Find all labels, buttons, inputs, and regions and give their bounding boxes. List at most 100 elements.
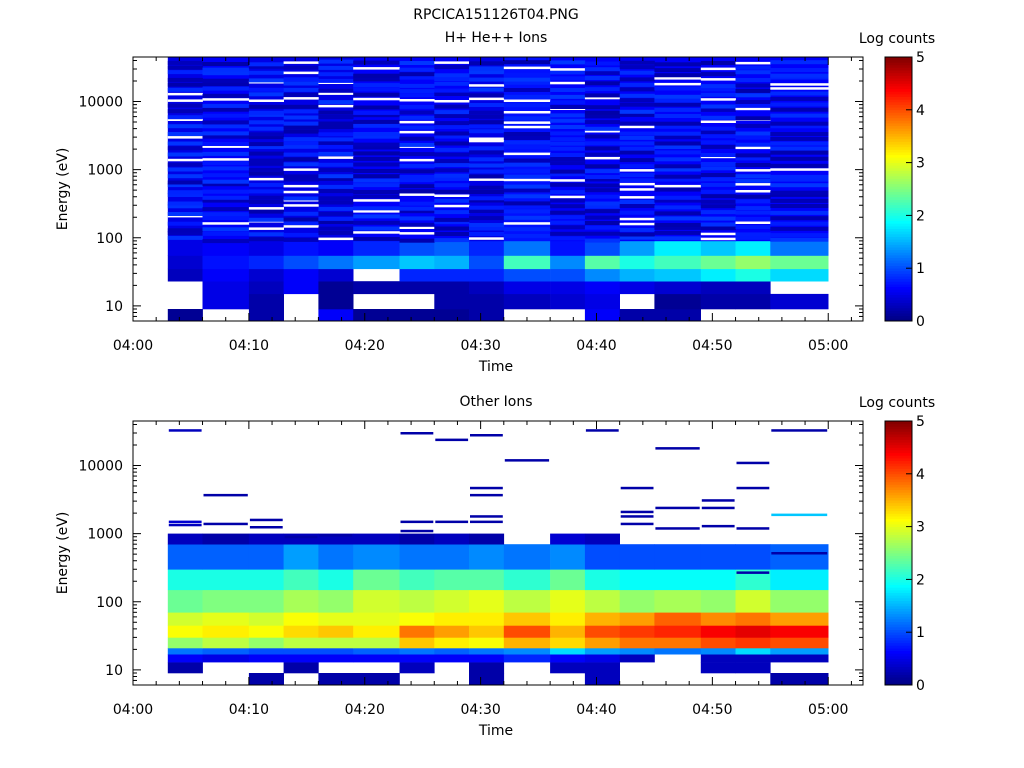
- spectrogram-cell: [735, 100, 771, 104]
- spectrogram-cell: [654, 569, 701, 591]
- spectrogram-cell: [654, 177, 701, 182]
- spectrogram-cell: [584, 152, 620, 157]
- colorbar-segment: [885, 497, 912, 501]
- spectrogram-cell: [248, 126, 284, 131]
- colorbar-segment: [885, 181, 912, 185]
- spectrogram-cell: [735, 569, 771, 591]
- spectrogram-cell: [434, 232, 470, 236]
- spectrogram-cell: [550, 281, 586, 295]
- spectrogram-cell: [318, 59, 354, 64]
- spectrogram-cell: [770, 192, 829, 197]
- colorbar-segment: [885, 455, 912, 459]
- spectrogram-cell: [434, 194, 470, 197]
- spectrogram-cell: [202, 268, 250, 282]
- spectrogram-cell: [318, 88, 354, 93]
- spectrogram-cell: [654, 86, 701, 91]
- spectrogram-cell: [770, 237, 829, 242]
- spectrogram-cell: [248, 268, 284, 282]
- spectrogram-cell: [399, 209, 435, 214]
- spectrogram-cell: [503, 293, 551, 310]
- x-tick-label: 04:30: [460, 702, 500, 718]
- colorbar-segment: [885, 83, 912, 87]
- spectrogram-cell: [584, 225, 620, 230]
- spectrogram-cell: [248, 207, 284, 210]
- spectrogram-cell: [700, 166, 736, 171]
- colorbar-segment: [885, 260, 912, 264]
- x-tick-label: 04:50: [692, 338, 732, 354]
- colorbar-segment: [885, 223, 912, 227]
- spectrogram-cell: [770, 612, 829, 626]
- spectrogram-cell: [248, 673, 284, 686]
- spectrogram-cell: [770, 589, 829, 613]
- colorbar-segment: [885, 605, 912, 609]
- axes: 04:00 04:10 04:20 04:30 04:40 04:50 05:00 10 100…: [78, 57, 863, 354]
- colorbar-segment: [885, 645, 912, 649]
- spectrogram-cell: [202, 98, 250, 101]
- spectrogram-cell: [550, 81, 586, 85]
- spectrogram-cell: [655, 527, 700, 530]
- spectrogram-cell: [318, 115, 354, 119]
- spectrogram-cell: [654, 195, 701, 200]
- spectrogram-cell: [503, 255, 551, 270]
- colorbar-segment: [885, 634, 912, 638]
- x-tick-label: 04:10: [229, 338, 269, 354]
- colorbar-tick-label: 3: [916, 156, 925, 172]
- colorbar-segment: [885, 589, 912, 593]
- spectrogram-cell: [167, 190, 203, 195]
- colorbar-segment: [885, 481, 912, 485]
- spectrogram-cell: [399, 110, 435, 115]
- spectrogram-cell: [619, 637, 655, 649]
- spectrogram-cell: [654, 198, 701, 203]
- spectrogram-cell: [619, 70, 655, 75]
- axes: 04:00 04:10 04:20 04:30 04:40 04:50 05:00 10 100…: [78, 421, 863, 718]
- colorbar-segment: [885, 642, 912, 646]
- spectrogram-cell: [700, 120, 736, 123]
- spectrogram-cell: [318, 100, 354, 105]
- colorbar-segment: [885, 603, 912, 607]
- colorbar-segment: [885, 650, 912, 654]
- spectrogram-cell: [202, 533, 250, 545]
- spectrogram-cell: [770, 60, 829, 65]
- spectrogram-cell: [619, 173, 655, 178]
- spectrogram-cell: [584, 221, 620, 225]
- spectrogram-cell: [503, 178, 551, 182]
- colorbar-segment: [885, 313, 912, 317]
- colorbar-segment: [885, 278, 912, 282]
- colorbar-segment: [885, 136, 912, 140]
- spectrogram-cell: [202, 222, 250, 225]
- spectrogram-cell: [550, 113, 586, 118]
- colorbar-segment: [885, 178, 912, 182]
- spectrogram-cell: [283, 217, 319, 222]
- spectrogram-cell: [770, 163, 829, 168]
- spectrogram-cell: [167, 612, 203, 626]
- spectrogram-cell: [202, 145, 250, 148]
- spectrogram-cell: [619, 188, 655, 191]
- spectrogram-cell: [353, 194, 400, 199]
- spectrogram-cell: [735, 83, 771, 88]
- spectrogram-cell: [167, 662, 203, 674]
- spectrogram-cell: [700, 268, 736, 282]
- spectrogram-cell: [770, 132, 829, 136]
- spectrogram-cell: [619, 232, 655, 237]
- colorbar-segment: [885, 297, 912, 301]
- spectrogram-cell: [619, 131, 655, 136]
- spectrogram-cell: [469, 97, 505, 101]
- colorbar-segment: [885, 510, 912, 514]
- spectrogram-cell: [654, 102, 701, 107]
- spectrogram-cell: [248, 62, 284, 67]
- spectrogram-cell: [700, 104, 736, 109]
- spectrogram-cell: [202, 239, 250, 244]
- spectrogram-cell: [283, 97, 319, 100]
- spectrogram-cell: [167, 268, 203, 282]
- spectrogram-cell: [655, 447, 700, 450]
- spectrogram-cell: [700, 255, 736, 270]
- spectrogram-cell: [619, 217, 655, 221]
- spectrogram-cell: [469, 114, 505, 119]
- spectrogram-cell: [469, 232, 505, 236]
- spectrogram-cell: [249, 526, 283, 529]
- colorbar-segment: [885, 597, 912, 601]
- y-tick-label: 10000: [78, 95, 123, 111]
- spectrogram-cell: [654, 612, 701, 626]
- spectrogram-cell: [550, 215, 586, 220]
- spectrogram-cell: [353, 637, 400, 649]
